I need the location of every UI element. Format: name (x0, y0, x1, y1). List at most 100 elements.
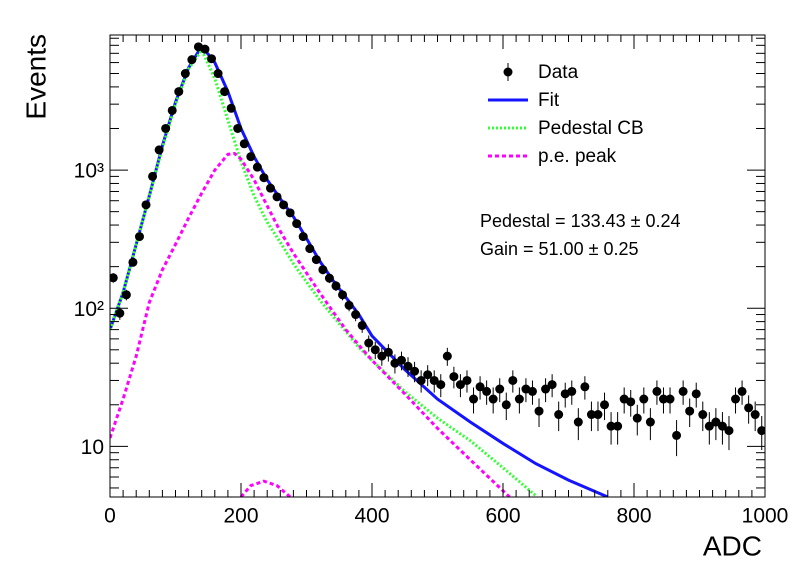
data-point (757, 426, 765, 436)
data-point (357, 320, 367, 330)
data-point (436, 380, 446, 390)
data-point (148, 171, 158, 181)
data-point (600, 400, 610, 410)
y-tick-label: 10² (74, 298, 104, 321)
data-point (259, 173, 269, 183)
data-point (174, 87, 184, 97)
x-tick-label: 1000 (742, 505, 789, 528)
x-tick-label: 0 (104, 505, 116, 528)
data-point (724, 426, 734, 436)
data-point (213, 69, 223, 79)
data-point (252, 162, 262, 172)
data-point (121, 290, 131, 300)
data-point (410, 366, 420, 376)
data-point (161, 123, 171, 133)
data-point (344, 300, 354, 310)
data-point (246, 152, 256, 162)
data-point (311, 255, 321, 265)
data-point (580, 382, 590, 392)
legend-label: Data (538, 62, 579, 83)
data-point (626, 397, 636, 407)
data-point (455, 380, 465, 390)
data-point (416, 375, 426, 385)
data-point (305, 244, 315, 254)
data-point (115, 308, 125, 318)
data-point (180, 69, 190, 79)
data-point (678, 386, 688, 396)
data-point (272, 192, 282, 202)
data-point (744, 403, 754, 413)
data-point (220, 87, 230, 97)
data-point (370, 345, 380, 355)
data-point (469, 394, 479, 404)
data-point (298, 232, 308, 242)
x-axis-title: ADC (703, 530, 762, 561)
data-point (383, 347, 393, 357)
data-point (265, 183, 275, 193)
data-point (698, 410, 708, 420)
legend-label: Pedestal CB (538, 118, 644, 139)
legend-label: p.e. peak (538, 146, 617, 167)
data-point (377, 351, 387, 361)
annotation: Gain = 51.00 ± 0.25 (480, 239, 639, 259)
data-point (128, 257, 138, 267)
data-point (324, 273, 334, 283)
data-point (187, 55, 197, 65)
data-point (711, 417, 721, 427)
data-point (606, 421, 616, 431)
data-point (141, 200, 151, 210)
data-point (632, 413, 642, 423)
data-point (396, 355, 406, 365)
data-point (429, 375, 439, 385)
data-point (501, 400, 511, 410)
data-point (226, 103, 236, 113)
data-point (200, 44, 210, 54)
data-point (567, 386, 577, 396)
data-point (658, 394, 668, 404)
data-point (154, 145, 164, 155)
data-point (645, 417, 655, 427)
data-point (134, 232, 144, 242)
data-point (547, 380, 557, 390)
data-point (207, 54, 217, 64)
data-point (704, 421, 714, 431)
data-point (449, 372, 459, 382)
data-point (488, 394, 498, 404)
x-tick-label: 200 (223, 505, 258, 528)
data-point (665, 394, 675, 404)
y-tick-label: 10 (81, 436, 104, 459)
legend-marker (503, 67, 513, 77)
data-point (482, 386, 492, 396)
data-point (423, 370, 433, 380)
data-point (541, 384, 551, 394)
data-point (462, 375, 472, 385)
data-point (652, 386, 662, 396)
data-point (717, 421, 727, 431)
data-point (351, 310, 361, 320)
data-point (475, 382, 485, 392)
data-point (318, 265, 328, 275)
data-point (495, 384, 505, 394)
x-tick-label: 800 (616, 505, 651, 528)
x-tick-label: 600 (485, 505, 520, 528)
data-point (233, 123, 243, 133)
data-point (593, 410, 603, 420)
data-point (508, 375, 518, 385)
curve (110, 46, 537, 497)
data-point (586, 410, 596, 420)
data-point (285, 208, 295, 218)
y-tick-label: 10³ (74, 160, 104, 183)
data-point (672, 430, 682, 440)
y-axis-title: Events (20, 34, 51, 120)
data-point (639, 394, 649, 404)
curve (110, 151, 511, 497)
data-point (442, 351, 452, 361)
data-point (279, 200, 289, 210)
data-point (613, 421, 623, 431)
x-tick-label: 400 (354, 505, 389, 528)
data-point (239, 139, 249, 149)
data-point (691, 389, 701, 399)
data-point (527, 386, 537, 396)
